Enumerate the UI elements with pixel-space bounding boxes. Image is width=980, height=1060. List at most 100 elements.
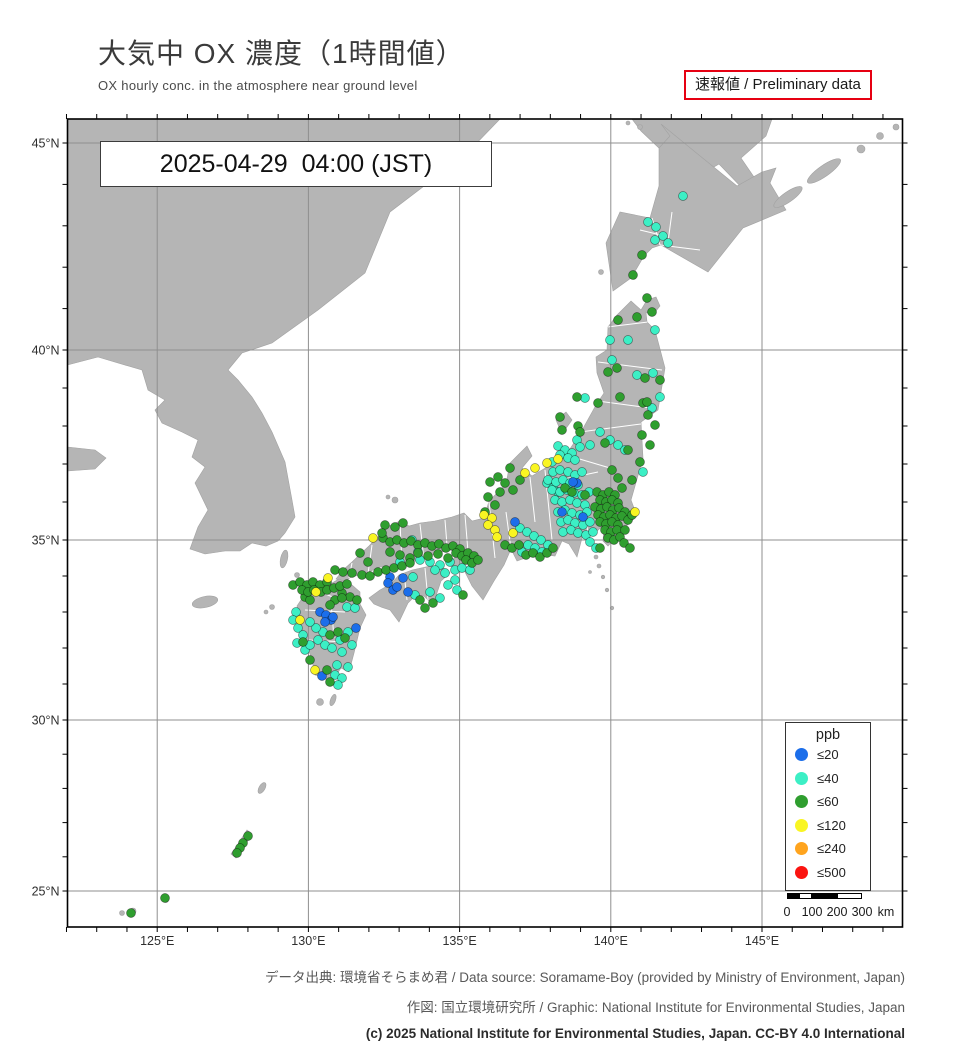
station-dot xyxy=(495,487,505,497)
station-dot xyxy=(515,475,525,485)
station-dot xyxy=(500,478,510,488)
station-dot xyxy=(420,603,430,613)
station-dot xyxy=(505,463,515,473)
prefecture-border xyxy=(597,361,663,371)
station-dot xyxy=(615,392,625,402)
timestamp-box: 2025-04-29 04:00 (JST) xyxy=(100,141,492,187)
station-dot xyxy=(408,572,418,582)
page-title: 大気中 OX 濃度（1時間値） xyxy=(98,38,465,69)
preliminary-label: 速報値 / Preliminary data xyxy=(695,76,861,93)
station-dot xyxy=(398,518,408,528)
izu-islet xyxy=(593,554,599,560)
jeju-island xyxy=(191,595,219,609)
station-dot xyxy=(485,477,495,487)
station-dot xyxy=(403,587,413,597)
legend: ppb ≤20 ≤40 ≤60 ≤120 ≤240 ≤500 xyxy=(785,722,871,891)
station-dot xyxy=(377,528,387,538)
station-dot xyxy=(325,630,335,640)
station-dot xyxy=(340,633,350,643)
legend-color-dot xyxy=(795,795,808,809)
legend-color-dot xyxy=(795,771,808,785)
station-dot xyxy=(647,307,657,317)
station-dot xyxy=(567,487,577,497)
station-dot xyxy=(572,392,582,402)
scale-bar-segment xyxy=(799,893,812,899)
station-dot xyxy=(613,473,623,483)
station-dot xyxy=(568,477,578,487)
station-dot xyxy=(337,593,347,603)
station-dot xyxy=(313,635,323,645)
station-dot xyxy=(337,673,347,683)
station-dot xyxy=(305,617,315,627)
station-dot xyxy=(655,375,665,385)
goto-island xyxy=(269,604,275,610)
station-dot xyxy=(663,238,673,248)
station-dot xyxy=(578,512,588,522)
lon-label: 135°E xyxy=(442,934,476,948)
station-dot xyxy=(613,440,623,450)
station-dot xyxy=(678,191,688,201)
station-dot xyxy=(603,367,613,377)
station-dot xyxy=(548,543,558,553)
lon-label: 125°E xyxy=(140,934,174,948)
axis-labels-layer: 45°N 40°N 35°N 30°N 25°N 125°E 130°E 135°E 140°E… xyxy=(32,137,780,949)
station-dot xyxy=(613,315,623,325)
frame-ticks-layer xyxy=(62,114,908,932)
station-dot xyxy=(630,507,640,517)
station-dot xyxy=(383,578,393,588)
rebun-island xyxy=(625,120,631,126)
lat-label: 30°N xyxy=(32,714,60,728)
station-dot xyxy=(655,392,665,402)
station-dot xyxy=(298,637,308,647)
station-dot xyxy=(555,465,565,475)
tanegashima-island xyxy=(329,693,337,707)
station-dot xyxy=(343,662,353,672)
legend-color-dot xyxy=(795,865,808,879)
station-dot xyxy=(425,587,435,597)
lat-label: 45°N xyxy=(32,137,60,151)
station-dot xyxy=(332,660,342,670)
station-dot xyxy=(575,442,585,452)
station-dot xyxy=(457,563,467,573)
station-dot xyxy=(428,598,438,608)
station-dot xyxy=(320,617,330,627)
station-dot xyxy=(330,565,340,575)
station-dot xyxy=(430,565,440,575)
station-dot xyxy=(492,532,502,542)
preliminary-badge: 速報値 / Preliminary data xyxy=(684,70,872,100)
station-dot xyxy=(508,485,518,495)
station-dot xyxy=(363,557,373,567)
station-dot xyxy=(632,370,642,380)
lat-label: 35°N xyxy=(32,534,60,548)
station-dot xyxy=(243,831,253,841)
station-dot xyxy=(328,612,338,622)
station-dot xyxy=(637,430,647,440)
station-dot xyxy=(406,536,416,546)
station-dot xyxy=(623,445,633,455)
station-dot xyxy=(647,403,657,413)
station-dot xyxy=(423,551,433,561)
prefecture-border xyxy=(529,476,536,523)
legend-item: ≤240 xyxy=(786,837,870,861)
legend-rows: ≤20 ≤40 ≤60 ≤120 ≤240 ≤500 xyxy=(786,743,870,884)
izu-islet xyxy=(604,587,610,593)
legend-title: ppb xyxy=(815,727,841,743)
station-dot xyxy=(357,570,367,580)
page-subtitle: OX hourly conc. in the atmosphere near g… xyxy=(98,78,418,93)
station-dot xyxy=(392,582,402,592)
station-dot xyxy=(380,520,390,530)
station-dot xyxy=(458,590,468,600)
station-dot xyxy=(585,537,595,547)
station-dot xyxy=(530,463,540,473)
station-dot xyxy=(373,567,383,577)
station-dot xyxy=(535,552,545,562)
shandong-coast xyxy=(67,446,107,472)
station-dot xyxy=(643,410,653,420)
station-dot xyxy=(490,500,500,510)
station-dot xyxy=(573,528,583,538)
station-dot xyxy=(542,458,552,468)
station-dot xyxy=(450,575,460,585)
station-dot xyxy=(522,527,532,537)
goto-island xyxy=(263,609,269,615)
tsushima-island xyxy=(279,549,289,569)
